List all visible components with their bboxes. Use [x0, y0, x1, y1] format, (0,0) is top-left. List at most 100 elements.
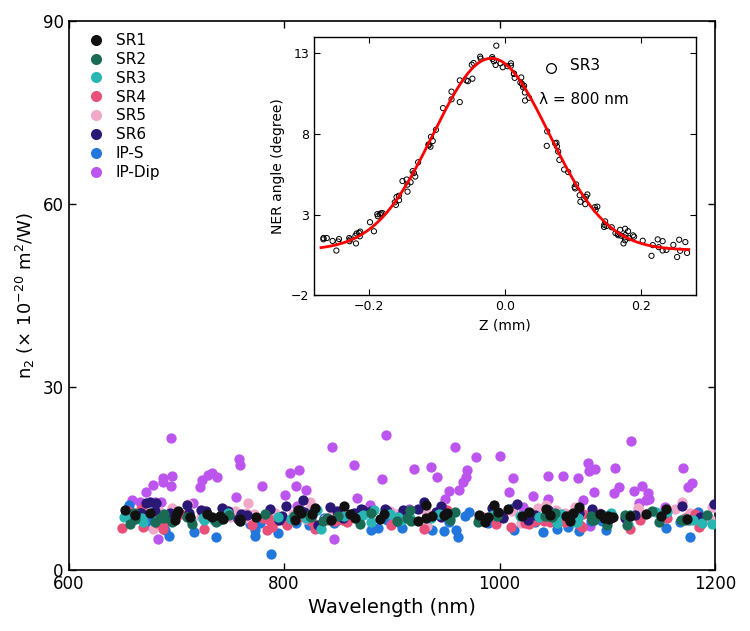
SR2: [214, 510, 226, 521]
SR2: [210, 517, 222, 528]
IP-S: [328, 517, 340, 528]
SR6: [182, 500, 194, 510]
IP-S: [371, 523, 383, 533]
SR2: [566, 509, 578, 519]
SR1: [344, 509, 356, 519]
IP-S: [318, 512, 330, 522]
SR5: [224, 512, 236, 522]
SR6: [485, 503, 497, 513]
SR1: [170, 509, 182, 519]
SR6: [380, 504, 392, 514]
SR2: [154, 514, 166, 524]
SR4: [660, 510, 672, 521]
SR6: [356, 504, 368, 514]
SR6: [419, 497, 430, 507]
SR3: [425, 514, 437, 524]
SR3: [196, 512, 208, 522]
SR5: [421, 521, 433, 531]
SR5: [568, 502, 580, 512]
SR5: [515, 511, 527, 521]
SR4: [293, 512, 305, 522]
IP-S: [214, 515, 226, 525]
IP-Dip: [589, 464, 601, 474]
SR1: [378, 509, 390, 519]
IP-S: [128, 511, 140, 521]
IP-Dip: [230, 492, 242, 502]
IP-Dip: [460, 465, 472, 475]
SR6: [297, 495, 309, 505]
SR1: [544, 510, 556, 520]
IP-Dip: [636, 481, 648, 491]
SR1: [593, 509, 605, 519]
SR6: [280, 501, 292, 511]
SR5: [515, 517, 527, 528]
IP-Dip: [608, 488, 619, 498]
IP-S: [459, 511, 471, 521]
SR5: [308, 509, 320, 519]
SR6: [392, 512, 404, 522]
SR3: [284, 514, 296, 524]
SR6: [232, 514, 244, 524]
SR1: [567, 508, 579, 518]
SR3: [696, 517, 708, 528]
IP-S: [253, 514, 265, 524]
SR4: [266, 522, 278, 533]
SR5: [304, 497, 316, 507]
IP-Dip: [155, 497, 167, 507]
SR3: [211, 513, 223, 523]
Legend: SR1, SR2, SR3, SR4, SR5, SR6, IP-S, IP-Dip: SR1, SR2, SR3, SR4, SR5, SR6, IP-S, IP-D…: [76, 28, 165, 184]
SR5: [305, 501, 317, 511]
SR2: [546, 512, 558, 522]
SR1: [234, 516, 246, 526]
SR1: [482, 512, 494, 522]
SR4: [306, 517, 318, 528]
SR1: [624, 511, 636, 521]
SR3: [315, 524, 327, 534]
IP-S: [660, 523, 672, 533]
IP-Dip: [430, 472, 442, 482]
SR5: [195, 512, 207, 522]
IP-Dip: [583, 466, 595, 476]
SR4: [490, 519, 502, 529]
IP-S: [148, 517, 160, 528]
IP-Dip: [165, 481, 177, 491]
IP-Dip: [506, 504, 518, 514]
SR5: [242, 498, 254, 508]
SR3: [683, 515, 695, 525]
IP-Dip: [542, 471, 554, 481]
SR6: [629, 510, 641, 520]
SR3: [676, 514, 688, 524]
SR5: [562, 510, 574, 520]
SR1: [502, 504, 514, 514]
IP-S: [249, 525, 261, 535]
SR5: [540, 500, 552, 510]
IP-S: [537, 528, 549, 538]
SR6: [130, 510, 142, 521]
SR5: [300, 514, 312, 524]
IP-Dip: [633, 498, 645, 508]
IP-Dip: [279, 490, 291, 500]
SR6: [365, 506, 377, 516]
SR1: [523, 507, 535, 517]
SR4: [309, 524, 321, 534]
SR5: [122, 509, 134, 519]
SR1: [309, 503, 321, 513]
SR6: [660, 507, 672, 517]
IP-S: [427, 524, 439, 534]
SR5: [574, 509, 586, 519]
SR6: [150, 497, 162, 507]
SR5: [632, 504, 644, 514]
SR3: [487, 510, 499, 521]
SR1: [206, 512, 218, 522]
SR2: [538, 511, 550, 521]
SR1: [349, 513, 361, 523]
SR1: [290, 515, 302, 525]
IP-S: [463, 507, 475, 517]
SR4: [116, 522, 128, 533]
IP-Dip: [147, 480, 159, 490]
SR2: [619, 510, 631, 521]
SR5: [229, 506, 241, 516]
IP-S: [159, 525, 171, 535]
SR4: [523, 519, 535, 529]
SR6: [567, 512, 579, 522]
